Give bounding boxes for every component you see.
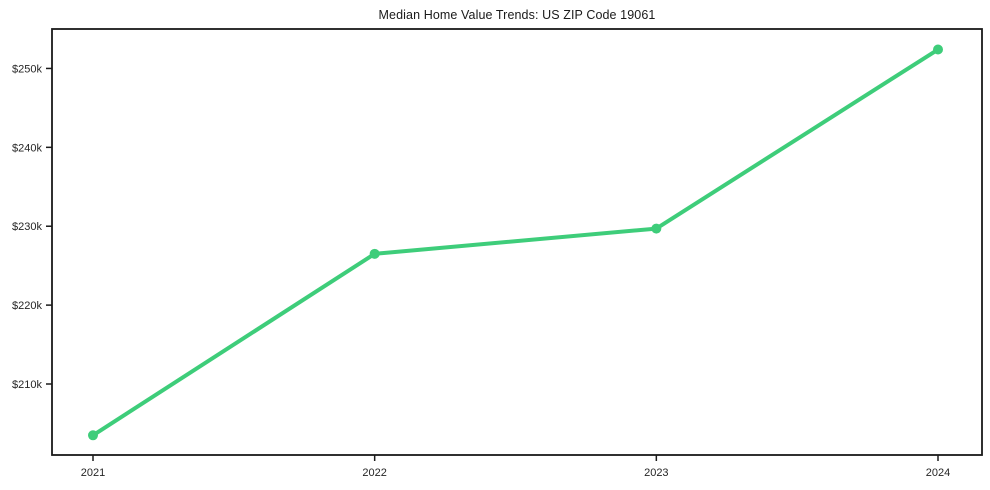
y-axis-tick-label: $250k: [12, 63, 42, 75]
trend-line: [91, 47, 940, 438]
data-point-2021: [88, 430, 98, 441]
x-axis-tick-label: 2023: [644, 467, 668, 479]
y-axis-tick-label: $230k: [12, 221, 42, 233]
data-point-2022: [369, 248, 380, 259]
y-axis-tick-label: $220k: [12, 300, 42, 312]
data-point-2024: [933, 44, 943, 55]
data-point-2023: [651, 223, 662, 234]
y-axis-tick-label: $210k: [12, 379, 42, 391]
chart-title: Median Home Value Trends: US ZIP Code 19…: [378, 8, 656, 22]
plot-frame: [51, 28, 983, 456]
y-axis-tick-label: $240k: [12, 142, 42, 154]
x-axis-tick-label: 2024: [926, 467, 950, 479]
x-axis-tick-label: 2022: [362, 467, 386, 479]
x-axis-tick-label: 2021: [81, 467, 105, 479]
